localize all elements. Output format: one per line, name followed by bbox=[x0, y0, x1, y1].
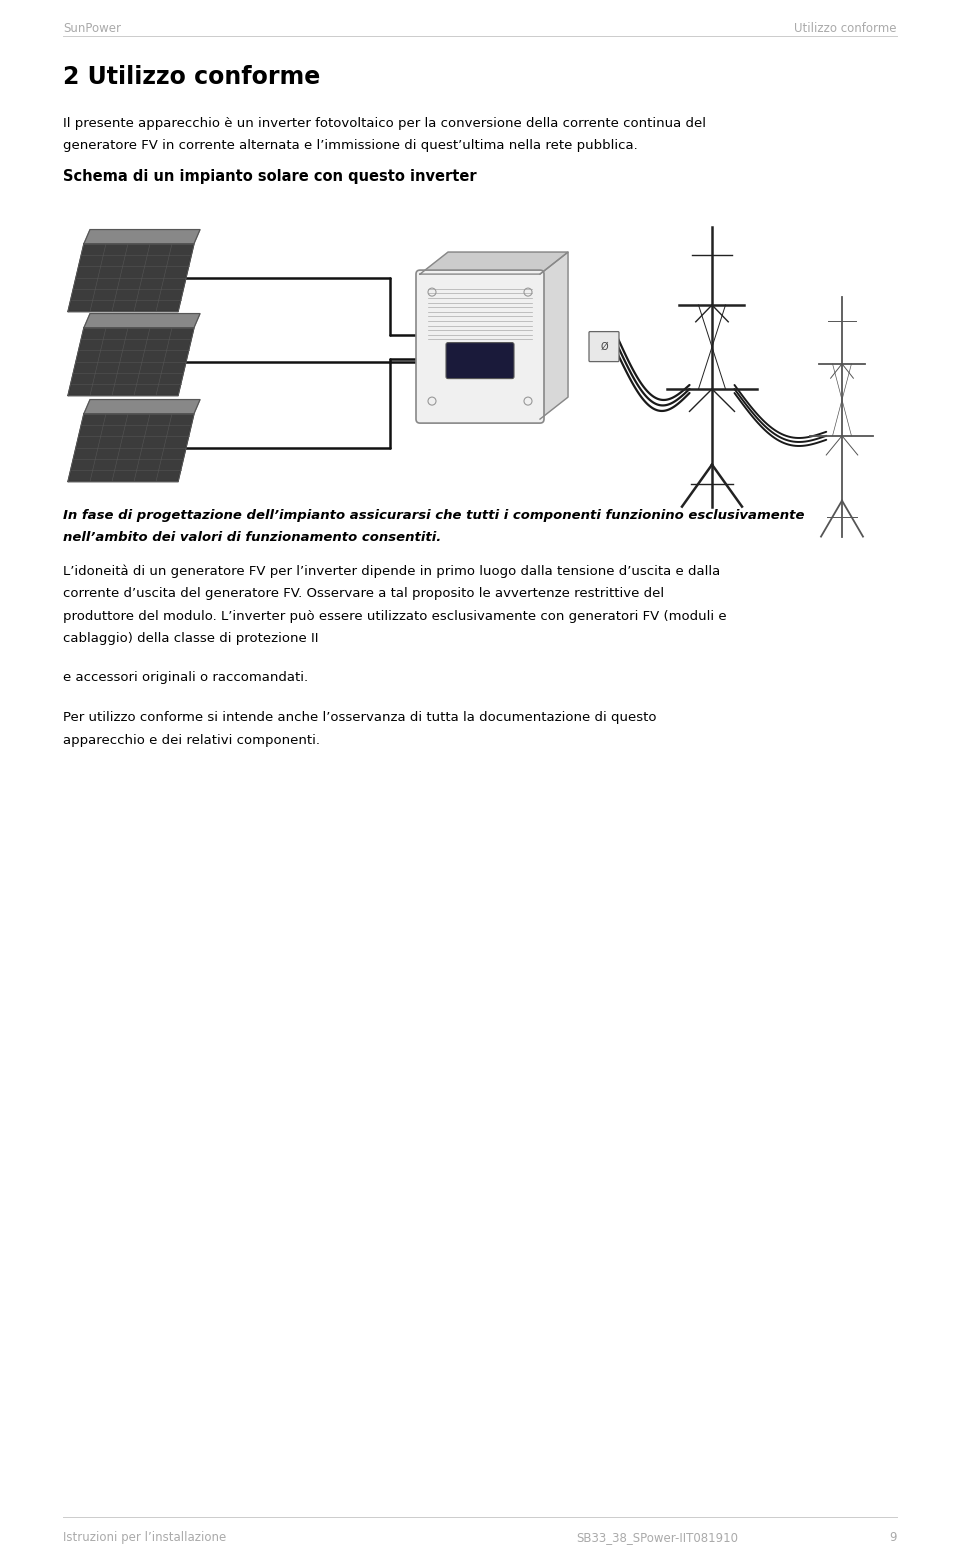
Polygon shape bbox=[68, 327, 194, 396]
FancyBboxPatch shape bbox=[446, 343, 514, 379]
Text: nell’ambito dei valori di funzionamento consentiti.: nell’ambito dei valori di funzionamento … bbox=[63, 532, 442, 544]
Polygon shape bbox=[68, 243, 194, 312]
Polygon shape bbox=[84, 229, 200, 243]
Text: 2 Utilizzo conforme: 2 Utilizzo conforme bbox=[63, 65, 321, 89]
FancyBboxPatch shape bbox=[589, 332, 619, 362]
Polygon shape bbox=[84, 399, 200, 413]
Text: In fase di progettazione dell’impianto assicurarsi che tutti i componenti funzio: In fase di progettazione dell’impianto a… bbox=[63, 508, 804, 522]
Text: cablaggio) della classe di protezione II: cablaggio) della classe di protezione II bbox=[63, 633, 319, 645]
Text: Istruzioni per l’installazione: Istruzioni per l’installazione bbox=[63, 1531, 227, 1543]
Text: SB33_38_SPower-IIT081910: SB33_38_SPower-IIT081910 bbox=[576, 1531, 738, 1543]
Text: L’idoneità di un generatore FV per l’inverter dipende in primo luogo dalla tens: L’idoneità di un generatore FV per l’in… bbox=[63, 564, 720, 578]
Polygon shape bbox=[420, 253, 568, 274]
Text: Il presente apparecchio è un inverter fotovoltaico per la conversione della corr: Il presente apparecchio è un inverter fo… bbox=[63, 117, 706, 129]
Text: e accessori originali o raccomandati.: e accessori originali o raccomandati. bbox=[63, 670, 308, 683]
Text: produttore del modulo. L’inverter può essere utilizzato esclusivamente con gener: produttore del modulo. L’inverter può es… bbox=[63, 610, 727, 624]
Text: 9: 9 bbox=[890, 1531, 897, 1543]
Polygon shape bbox=[68, 413, 194, 482]
Polygon shape bbox=[84, 313, 200, 327]
Polygon shape bbox=[540, 253, 568, 419]
Text: Schema di un impianto solare con questo inverter: Schema di un impianto solare con questo … bbox=[63, 168, 476, 184]
Text: Per utilizzo conforme si intende anche l’osservanza di tutta la documentazione d: Per utilizzo conforme si intende anche l… bbox=[63, 711, 657, 723]
Text: Utilizzo conforme: Utilizzo conforme bbox=[795, 22, 897, 34]
Text: corrente d’uscita del generatore FV. Osservare a tal proposito le avvertenze res: corrente d’uscita del generatore FV. Oss… bbox=[63, 588, 664, 600]
Text: SunPower: SunPower bbox=[63, 22, 121, 34]
Text: generatore FV in corrente alternata e l’immissione di quest’ultima nella rete pu: generatore FV in corrente alternata e l’… bbox=[63, 139, 637, 151]
Text: apparecchio e dei relativi componenti.: apparecchio e dei relativi componenti. bbox=[63, 734, 320, 747]
Text: Ø: Ø bbox=[600, 341, 608, 352]
FancyBboxPatch shape bbox=[416, 270, 544, 422]
